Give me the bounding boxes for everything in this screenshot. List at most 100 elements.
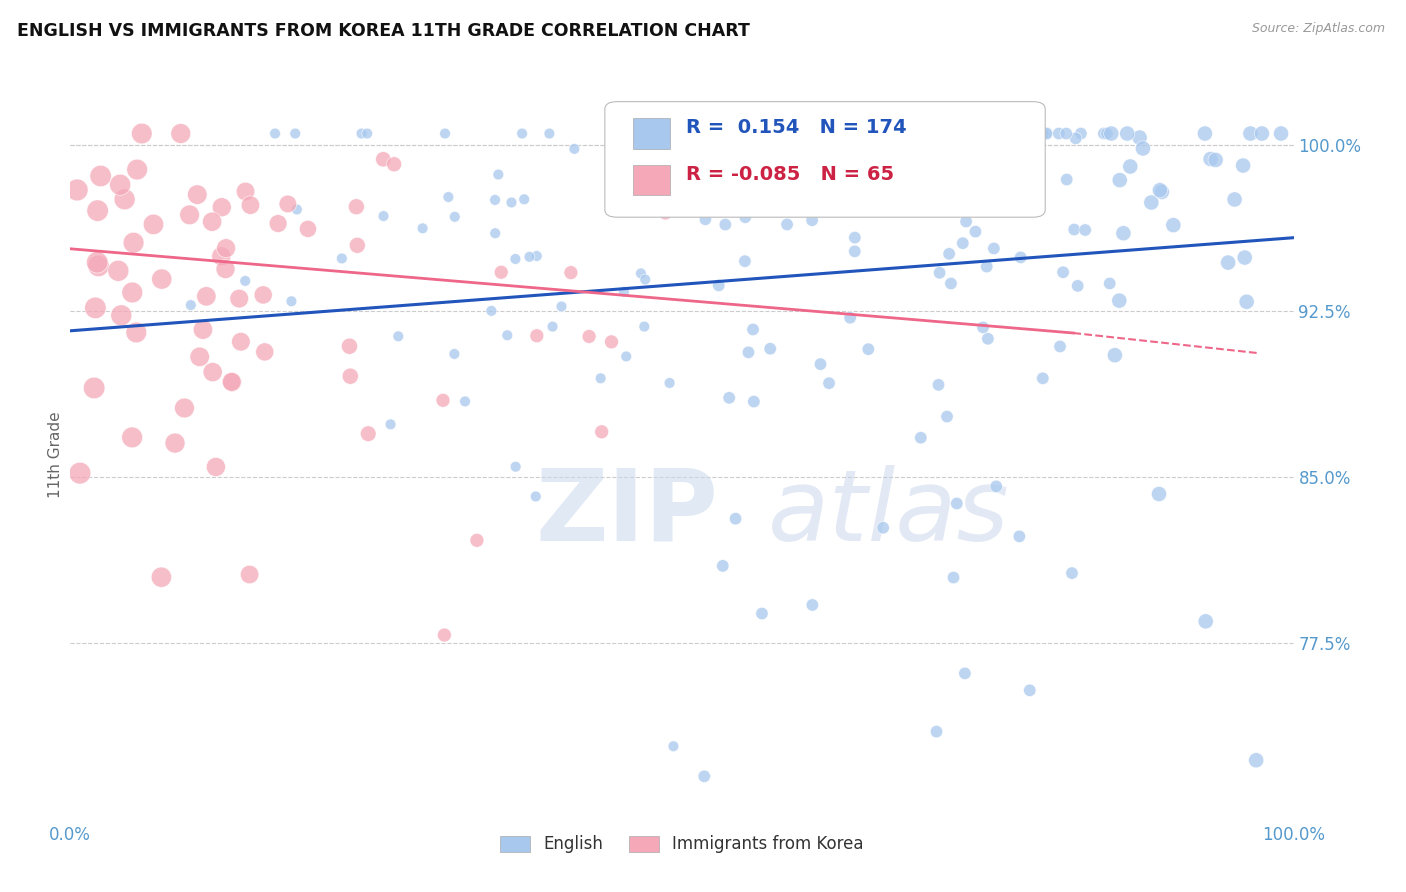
Point — [437, 190, 460, 204]
Point — [675, 127, 697, 141]
Point — [734, 254, 756, 268]
Point — [1223, 193, 1246, 207]
Point — [1032, 371, 1054, 385]
Point — [373, 153, 395, 167]
Point — [938, 247, 960, 261]
Point — [538, 127, 561, 141]
Point — [1021, 127, 1043, 141]
Point — [443, 210, 465, 224]
Point — [1233, 251, 1256, 265]
Point — [970, 127, 993, 141]
Point — [1150, 185, 1173, 199]
Point — [942, 570, 965, 584]
Text: atlas: atlas — [768, 465, 1010, 562]
Point — [925, 724, 948, 739]
Point — [233, 274, 256, 288]
Point — [578, 329, 600, 343]
Point — [339, 369, 361, 384]
Point — [1270, 127, 1292, 141]
Point — [1232, 159, 1254, 173]
Point — [1108, 173, 1130, 187]
Point — [1098, 277, 1121, 291]
Point — [600, 334, 623, 349]
Point — [1063, 222, 1085, 236]
Point — [654, 206, 676, 220]
Point — [173, 401, 195, 415]
Point — [1064, 131, 1087, 145]
Point — [921, 127, 943, 141]
Point — [1036, 127, 1059, 141]
Point — [945, 127, 967, 141]
Point — [131, 127, 153, 141]
Point — [1216, 255, 1239, 269]
Point — [432, 393, 454, 408]
Point — [991, 127, 1014, 141]
Point — [917, 127, 939, 141]
Point — [983, 242, 1005, 256]
Point — [380, 417, 402, 432]
Point — [717, 182, 740, 196]
Point — [186, 187, 208, 202]
Point — [633, 319, 655, 334]
Point — [1056, 172, 1078, 186]
Point — [634, 272, 657, 286]
Point — [700, 127, 723, 141]
Point — [1018, 683, 1040, 698]
Point — [1014, 197, 1036, 211]
Point — [1163, 218, 1185, 232]
Point — [1147, 487, 1170, 501]
Point — [866, 199, 889, 213]
Point — [150, 272, 173, 286]
Point — [910, 431, 932, 445]
Point — [724, 512, 747, 526]
Point — [872, 194, 894, 208]
Point — [209, 249, 232, 263]
Point — [1116, 127, 1139, 141]
Point — [1129, 130, 1152, 145]
Point — [1070, 127, 1092, 141]
Point — [714, 218, 737, 232]
Point — [759, 342, 782, 356]
Point — [179, 208, 201, 222]
Point — [1060, 566, 1083, 581]
Point — [589, 371, 612, 385]
Text: R = -0.085   N = 65: R = -0.085 N = 65 — [686, 164, 894, 184]
Point — [776, 218, 799, 232]
Point — [163, 436, 186, 450]
Point — [662, 739, 685, 754]
Point — [221, 375, 243, 389]
Point — [526, 328, 548, 343]
Point — [524, 490, 547, 504]
Point — [928, 266, 950, 280]
Point — [977, 332, 1000, 346]
Point — [1149, 183, 1171, 197]
Point — [911, 127, 934, 141]
Point — [758, 127, 780, 141]
Point — [142, 218, 165, 232]
Point — [1195, 615, 1218, 629]
Point — [751, 185, 773, 199]
Point — [797, 202, 820, 216]
Point — [86, 255, 108, 269]
Point — [195, 289, 218, 303]
Point — [737, 345, 759, 359]
Point — [344, 200, 367, 214]
Point — [630, 266, 652, 280]
Point — [87, 259, 110, 273]
Point — [844, 244, 866, 259]
Point — [505, 459, 527, 474]
Point — [1008, 529, 1031, 543]
Point — [229, 334, 252, 349]
Point — [505, 252, 527, 266]
Point — [201, 365, 224, 379]
Point — [1054, 127, 1077, 141]
Y-axis label: 11th Grade: 11th Grade — [48, 411, 63, 499]
Point — [479, 303, 502, 318]
Point — [110, 309, 132, 323]
Point — [939, 277, 962, 291]
Point — [810, 147, 832, 161]
Point — [918, 127, 941, 141]
Point — [125, 326, 148, 340]
Point — [412, 221, 434, 235]
Point — [501, 195, 523, 210]
